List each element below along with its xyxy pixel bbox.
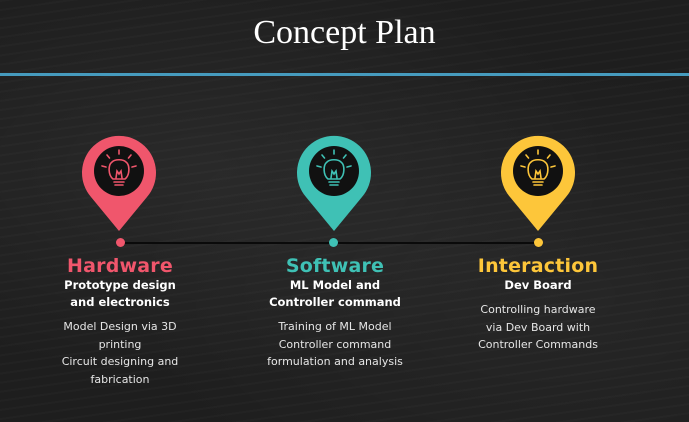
software-details: Training of ML Model Controller command … — [244, 318, 426, 371]
detail-line: formulation and analysis — [267, 355, 403, 368]
hardware-column: Hardware Prototype design and electronic… — [34, 255, 206, 388]
software-heading: Software — [285, 255, 385, 277]
page-title: Concept Plan — [253, 14, 436, 51]
hardware-pin — [82, 135, 156, 231]
lightbulb-icon — [316, 149, 352, 186]
detail-line: Controller command — [278, 337, 392, 351]
lightbulb-icon — [101, 149, 137, 186]
detail-line: Training of ML Model — [278, 320, 392, 333]
detail-line: Model Design via 3D — [63, 320, 177, 333]
detail-line: Controller Commands — [478, 338, 598, 351]
detail-line: via Dev Board with — [485, 320, 591, 334]
interaction-subtitle-line: Dev Board — [504, 278, 572, 292]
hardware-details: Model Design via 3D printing Circuit des… — [34, 318, 206, 388]
interaction-heading: Interaction — [477, 255, 599, 277]
detail-line: printing — [98, 337, 142, 351]
timeline-dot-software — [329, 238, 338, 247]
timeline-dot-hardware — [116, 238, 125, 247]
hardware-subtitle-line: Prototype design — [64, 278, 176, 292]
detail-line: Controlling hardware — [480, 303, 596, 316]
detail-line: fabrication — [90, 372, 150, 386]
software-pin — [297, 135, 371, 231]
hardware-subtitle-line: and electronics — [70, 295, 170, 309]
interaction-pin — [501, 135, 575, 231]
hardware-heading: Hardware — [67, 255, 173, 277]
software-subtitle-line: ML Model and — [289, 278, 381, 292]
detail-line: Circuit designing and — [61, 355, 179, 368]
interaction-details: Controlling hardware via Dev Board with … — [453, 301, 623, 354]
lightbulb-icon — [520, 149, 556, 186]
software-subtitle-line: Controller command — [269, 295, 401, 309]
interaction-column: Interaction Dev Board Controlling hardwa… — [453, 255, 623, 354]
timeline-dot-interaction — [534, 238, 543, 247]
title-divider — [0, 73, 689, 76]
software-column: Software ML Model and Controller command… — [244, 255, 426, 371]
